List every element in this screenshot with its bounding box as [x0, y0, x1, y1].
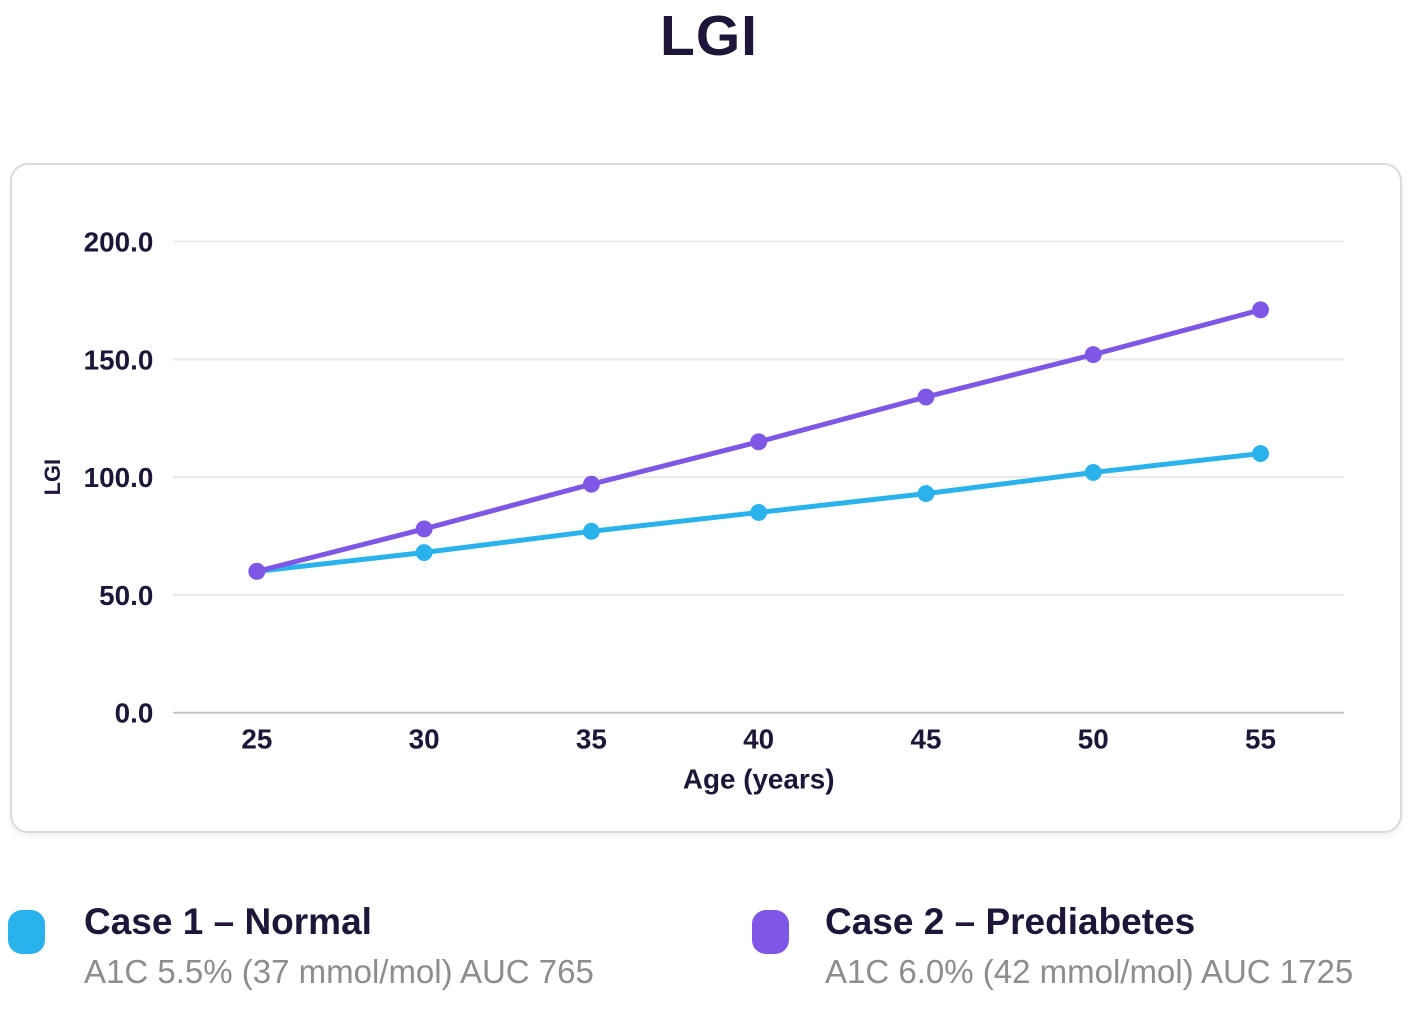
case2-swatch-icon: [752, 910, 789, 954]
case1-label: Case 1 – Normal: [84, 901, 372, 942]
legend-item-case2: Case 2 – Prediabetes A1C 6.0% (42 mmol/m…: [752, 898, 1353, 994]
series-point-1: [750, 504, 768, 521]
y-tick-label: 0.0: [115, 698, 154, 729]
y-tick-label: 150.0: [84, 344, 154, 375]
x-tick-label: 40: [743, 723, 774, 754]
y-tick-label: 50.0: [99, 580, 153, 611]
case1-swatch-icon: [8, 910, 45, 954]
series-point-1: [1084, 463, 1102, 481]
page-title: LGI: [660, 4, 758, 68]
x-tick-label: 55: [1245, 723, 1276, 754]
series-point-1: [1252, 445, 1269, 463]
y-tick-label: 100.0: [84, 462, 154, 493]
y-tick-label: 200.0: [84, 226, 154, 257]
series-point-2: [1252, 301, 1269, 319]
series-point-2: [750, 433, 768, 451]
x-axis-title: Age (years): [683, 763, 835, 794]
y-axis-title: LGI: [40, 459, 65, 495]
x-tick-label: 25: [241, 723, 272, 754]
legend-item-case1: Case 1 – Normal A1C 5.5% (37 mmol/mol) A…: [8, 898, 594, 994]
series-point-2: [415, 520, 433, 538]
series-point-2: [917, 388, 935, 406]
x-tick-label: 30: [409, 723, 440, 754]
series-point-1: [415, 544, 433, 561]
case1-subtitle: A1C 5.5% (37 mmol/mol) AUC 765: [84, 953, 594, 990]
chart-card: 0.0 50.0 100.0 150.0 200.0 25 30 35 40 45 50 55 Age …: [10, 163, 1402, 833]
case2-subtitle: A1C 6.0% (42 mmol/mol) AUC 1725: [825, 953, 1354, 990]
x-tick-label: 35: [576, 723, 607, 754]
series-point-1: [917, 485, 935, 503]
chart-svg: 0.0 50.0 100.0 150.0 200.0 25 30 35 40 45 50 55 Age …: [40, 226, 1345, 794]
series-point-2: [582, 475, 600, 493]
series-point-1: [582, 522, 600, 540]
case2-label: Case 2 – Prediabetes: [825, 901, 1196, 942]
x-tick-label: 45: [910, 723, 941, 754]
series-point-2: [248, 562, 266, 580]
series-point-2: [1084, 346, 1102, 364]
x-tick-label: 50: [1078, 723, 1109, 754]
